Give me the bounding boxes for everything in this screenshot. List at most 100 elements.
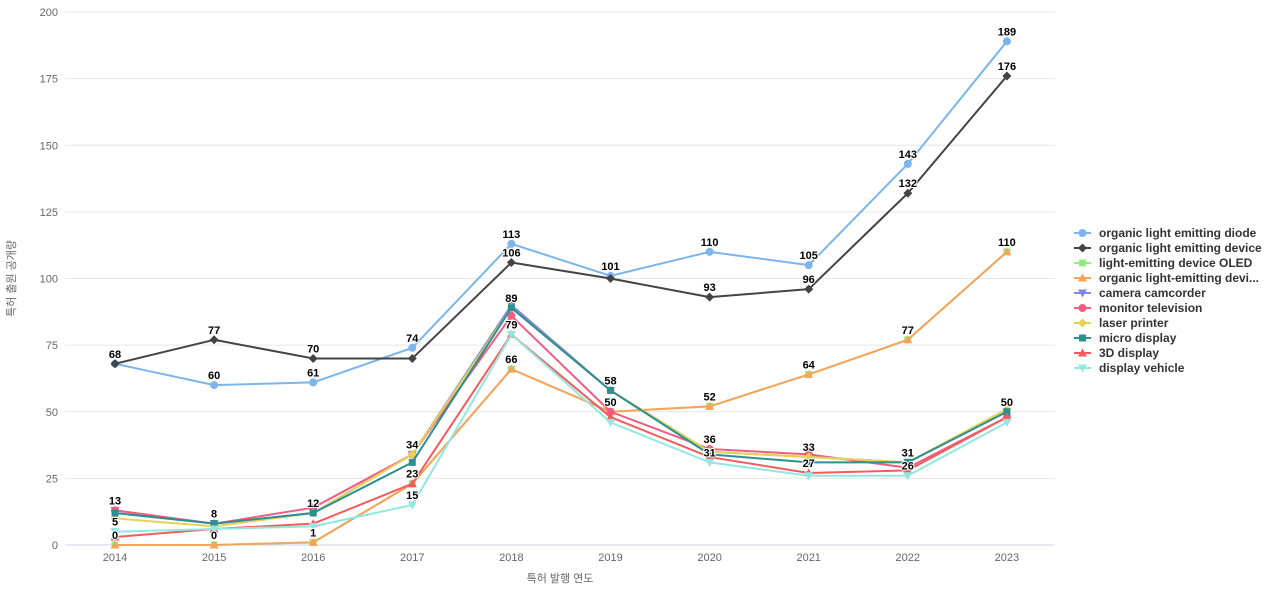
- point-label: 0: [112, 530, 118, 542]
- point-label: 12: [307, 498, 319, 510]
- legend-marker-icon: [1074, 259, 1091, 266]
- y-tick-label: 25: [46, 473, 58, 485]
- y-tick-label: 75: [46, 340, 58, 352]
- triangle-marker-icon: [110, 532, 120, 541]
- square-marker-icon: [111, 509, 119, 517]
- square-marker-icon: [507, 304, 515, 312]
- square-marker-icon: [805, 458, 813, 466]
- y-tick-label: 100: [40, 274, 58, 286]
- triangle-marker-icon: [308, 537, 318, 546]
- point-label: 176: [998, 61, 1016, 73]
- square-marker-icon: [1079, 334, 1086, 341]
- point-label: 26: [902, 461, 914, 473]
- triangle-down-marker-icon: [804, 472, 814, 481]
- square-marker-icon: [1079, 259, 1086, 266]
- point-label: 31: [902, 447, 914, 459]
- triangle-marker-icon: [903, 335, 913, 344]
- y-tick-label: 125: [40, 207, 58, 219]
- triangle-marker-icon: [1078, 273, 1087, 281]
- legend-item-4[interactable]: camera camcorder: [1074, 287, 1274, 299]
- legend-item-6[interactable]: laser printer: [1074, 317, 1274, 329]
- square-marker-icon: [408, 458, 416, 466]
- legend-marker-icon: [1074, 303, 1091, 312]
- x-tick-label: 2014: [103, 552, 127, 564]
- legend-item-0[interactable]: organic light emitting diode: [1074, 227, 1274, 239]
- point-label: 50: [604, 397, 616, 409]
- point-label: 36: [703, 434, 715, 446]
- series-line-1: [114, 74, 1008, 365]
- legend-item-label: light-emitting device OLED: [1099, 255, 1253, 270]
- diamond-marker-icon: [110, 359, 120, 369]
- series-line-6: [114, 306, 1008, 528]
- circle-marker-icon: [606, 407, 615, 416]
- legend-item-label: organic light emitting device: [1099, 240, 1262, 255]
- legend-item-7[interactable]: micro display: [1074, 332, 1274, 344]
- legend-item-9[interactable]: display vehicle: [1074, 362, 1274, 374]
- point-label: 110: [998, 237, 1016, 249]
- diamond-marker-icon: [407, 449, 417, 459]
- legend-marker-icon: [1074, 348, 1091, 356]
- legend-item-2[interactable]: light-emitting device OLED: [1074, 257, 1274, 269]
- series-line-4: [114, 304, 1008, 525]
- circle-marker-icon: [903, 159, 912, 168]
- legend-item-3[interactable]: organic light-emitting devi...: [1074, 272, 1274, 284]
- x-tick-label: 2022: [896, 552, 920, 564]
- triangle-down-marker-icon: [1078, 289, 1087, 297]
- circle-marker-icon: [210, 381, 219, 390]
- x-tick-label: 2020: [697, 552, 721, 564]
- legend-item-5[interactable]: monitor television: [1074, 302, 1274, 314]
- x-tick-label: 2016: [301, 552, 325, 564]
- series-line-9: [114, 333, 1008, 533]
- circle-marker-icon: [507, 239, 516, 248]
- circle-marker-icon: [408, 343, 417, 352]
- legend-item-8[interactable]: 3D display: [1074, 347, 1274, 359]
- circle-marker-icon: [1078, 228, 1087, 237]
- triangle-down-marker-icon: [407, 501, 417, 510]
- point-label: 70: [307, 343, 319, 355]
- circle-marker-icon: [507, 311, 516, 320]
- legend-item-label: micro display: [1099, 330, 1177, 345]
- square-marker-icon: [607, 386, 614, 394]
- point-label: 106: [502, 248, 520, 260]
- legend-marker-icon: [1074, 334, 1091, 341]
- point-label: 31: [703, 447, 715, 459]
- triangle-down-marker-icon: [308, 522, 318, 531]
- square-marker-icon: [1003, 408, 1011, 416]
- y-tick-label: 50: [46, 407, 58, 419]
- diamond-marker-icon: [308, 353, 318, 363]
- circle-marker-icon: [705, 247, 714, 256]
- triangle-down-marker-icon: [705, 458, 715, 467]
- point-label: 1: [310, 527, 316, 539]
- triangle-down-marker-icon: [903, 472, 913, 481]
- circle-marker-icon: [804, 261, 813, 270]
- triangle-down-marker-icon: [506, 330, 516, 339]
- point-label: 52: [703, 391, 715, 403]
- x-tick-label: 2023: [995, 552, 1019, 564]
- triangle-down-marker-icon: [209, 525, 219, 534]
- triangle-down-marker-icon: [1078, 364, 1087, 372]
- circle-marker-icon: [1078, 303, 1087, 312]
- triangle-marker-icon: [705, 452, 715, 461]
- triangle-down-marker-icon: [606, 418, 615, 427]
- point-label: 113: [503, 229, 521, 241]
- point-label: 64: [803, 359, 816, 371]
- circle-marker-icon: [1002, 37, 1011, 46]
- diamond-marker-icon: [606, 274, 615, 283]
- legend-marker-icon: [1074, 318, 1091, 327]
- triangle-down-marker-icon: [110, 528, 120, 537]
- point-label: 77: [902, 325, 914, 337]
- diamond-marker-icon: [1078, 318, 1087, 327]
- square-marker-icon: [210, 520, 218, 528]
- legend-item-1[interactable]: organic light emitting device: [1074, 242, 1274, 254]
- diamond-marker-icon: [506, 258, 516, 268]
- point-label: 5: [112, 517, 118, 529]
- legend-item-label: 3D display: [1099, 345, 1160, 360]
- legend-marker-icon: [1074, 243, 1091, 252]
- point-label: 27: [803, 458, 815, 470]
- triangle-marker-icon: [1002, 412, 1012, 421]
- series-line-8: [114, 333, 1008, 539]
- point-label: 89: [505, 293, 517, 305]
- y-axis-title: 특허 출원 공개량: [5, 240, 18, 317]
- legend-item-label: organic light-emitting devi...: [1099, 270, 1260, 285]
